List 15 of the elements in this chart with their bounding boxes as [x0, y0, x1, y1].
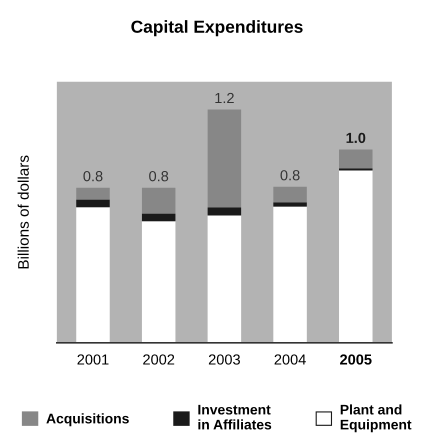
y-axis-title: Billions of dollars: [18, 156, 29, 268]
total-label: 0.8: [149, 171, 168, 182]
legend-label: Plant and Equipment: [340, 404, 412, 432]
chart-title: Capital Expenditures: [131, 20, 303, 36]
total-label: 1.2: [215, 92, 234, 104]
x-tick-label: 2002: [143, 354, 174, 365]
x-tick-label: 2005: [340, 354, 372, 365]
x-tick-label: 2001: [78, 354, 108, 365]
legend-label: Acquisitions: [46, 413, 129, 426]
total-label: 1.0: [346, 132, 366, 144]
total-label: 0.8: [83, 171, 102, 182]
legend-label: Investment in Affiliates: [198, 404, 272, 430]
x-tick-label: 2003: [208, 354, 240, 365]
total-label: 0.8: [280, 170, 300, 180]
x-tick-label: 2004: [274, 354, 306, 365]
